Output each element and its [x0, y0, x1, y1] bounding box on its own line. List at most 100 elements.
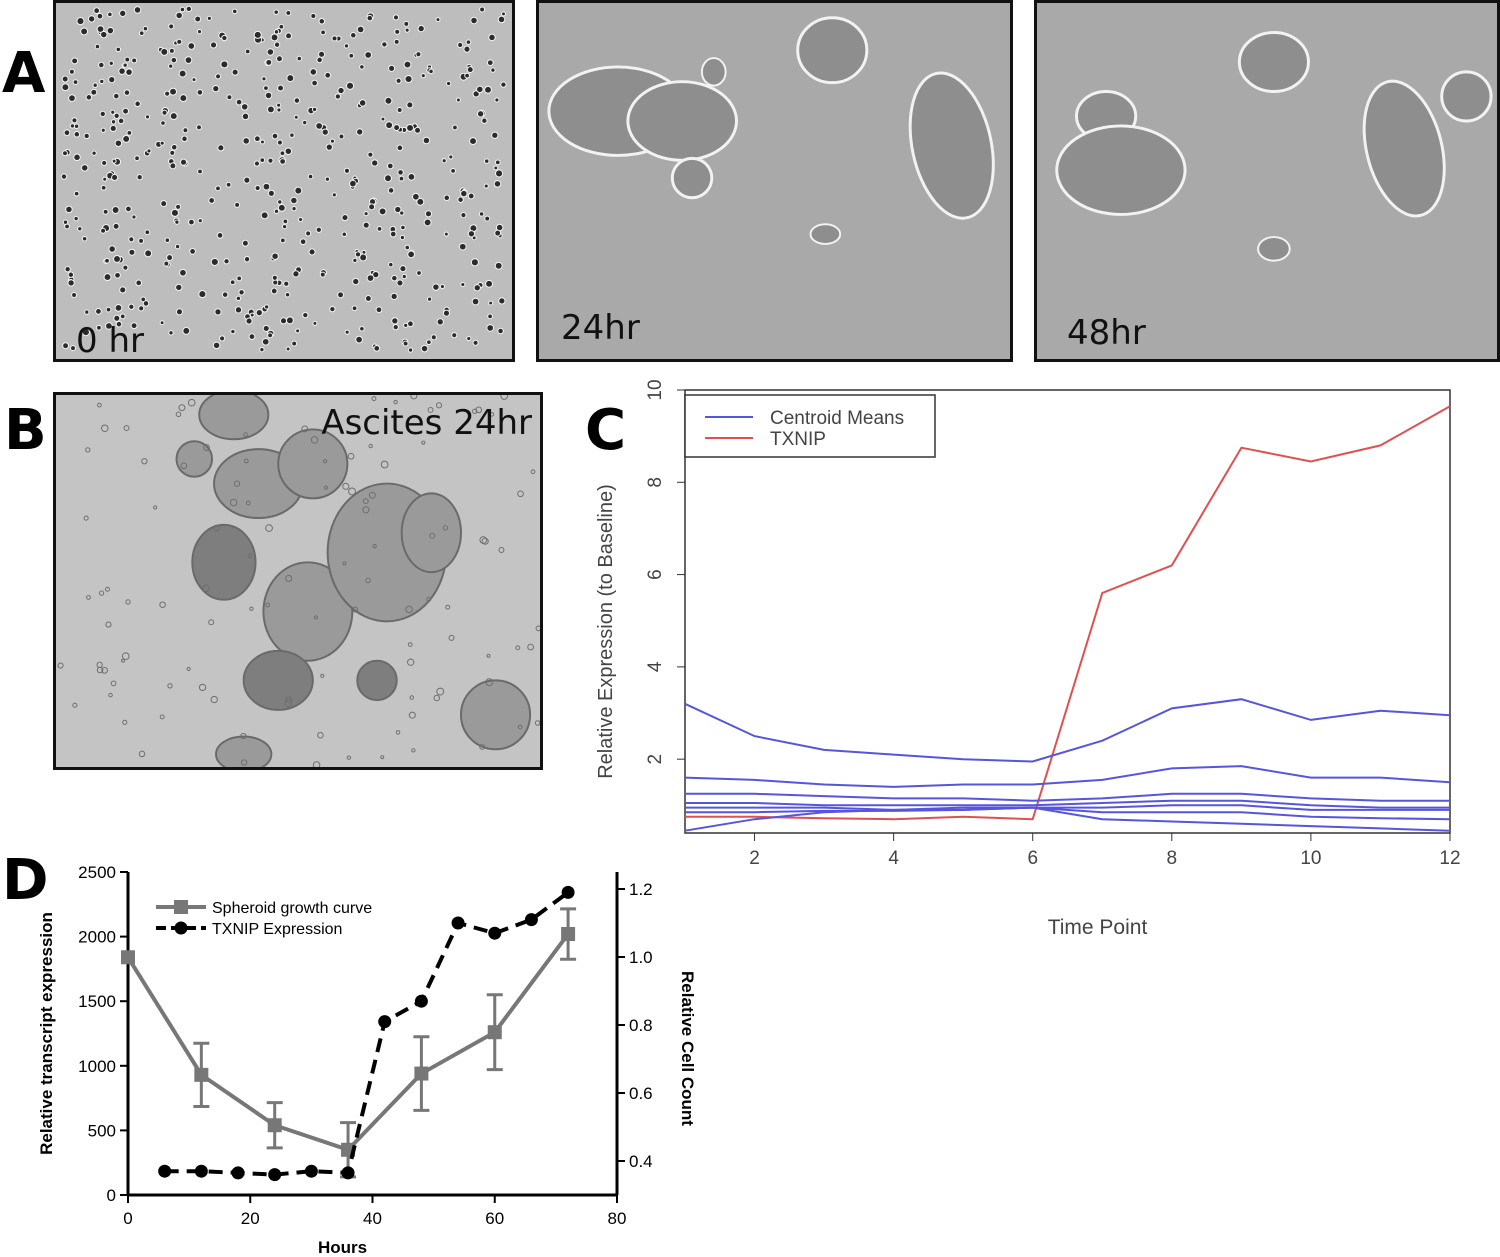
cell-dot [134, 100, 141, 108]
cell-dot [100, 30, 108, 39]
cell-dot [443, 231, 449, 237]
cell-dot [61, 75, 69, 83]
cell-dot [367, 151, 374, 158]
cell-dot [285, 346, 291, 352]
cell-dot [179, 94, 188, 103]
cell-dot [487, 313, 493, 320]
cell-dot [493, 165, 499, 171]
cell-dot [72, 79, 79, 85]
cell-dot [242, 137, 250, 145]
cell-dot [404, 27, 410, 33]
floating-cell [245, 500, 251, 506]
cell-dot [231, 68, 239, 76]
cell-dot [479, 6, 486, 13]
cell-dot [373, 345, 381, 352]
floating-cell [98, 590, 105, 596]
x-tick-label-d: 60 [485, 1209, 504, 1228]
cell-dot [142, 25, 149, 32]
floating-cell [323, 459, 328, 464]
cell-dot [494, 261, 503, 270]
cell-dot [100, 227, 107, 234]
cell-dot [93, 7, 101, 15]
cell-dot [443, 194, 451, 202]
floating-cell [429, 532, 436, 539]
panel-letter-d: D [2, 848, 49, 913]
micrograph-label-ascites: Ascites 24hr [321, 403, 532, 443]
cell-dot [343, 167, 351, 174]
floating-cell [123, 425, 130, 432]
cell-dot [260, 211, 269, 220]
centroid-mean-line [685, 792, 1450, 802]
cell-dot [118, 67, 126, 75]
cell-dot [169, 112, 178, 121]
cell-dot [378, 207, 387, 216]
floating-cell [407, 642, 413, 647]
cell-dot [298, 216, 304, 223]
cell-dot [286, 74, 295, 83]
floating-cell [535, 625, 540, 632]
cell-dot [271, 132, 279, 140]
cell-dot [276, 102, 282, 108]
cell-dot [407, 347, 414, 353]
cell-dot [179, 158, 188, 166]
cell-dot [119, 313, 126, 320]
txnip-expression-marker [561, 885, 575, 899]
cell-dot [68, 68, 75, 75]
cell-dot [235, 98, 243, 106]
cell-dot [324, 71, 332, 79]
cell-dot [125, 205, 132, 213]
floating-cell [362, 506, 370, 514]
cell-dot [457, 41, 464, 49]
x-tick-label-c: 6 [1027, 848, 1038, 869]
txnip-expression-marker [378, 1015, 392, 1029]
cell-dot [472, 339, 479, 346]
cell-dot [77, 226, 83, 232]
cell-dot [84, 309, 90, 315]
panel-letter-a: A [2, 41, 46, 106]
right-tick-label-d: 0.6 [629, 1084, 653, 1103]
cell-dot [372, 270, 380, 279]
cell-dot [420, 344, 429, 353]
cell-dot [473, 284, 481, 292]
cell-dot [261, 76, 267, 82]
micrograph-label-24hr: 24hr [561, 308, 640, 348]
growth-curve-marker [561, 927, 576, 942]
cell-dot [329, 138, 336, 144]
cell-dot [229, 279, 236, 286]
cell-dot [115, 320, 123, 328]
cell-dot [293, 97, 301, 104]
cell-dot [236, 275, 243, 282]
cell-dot [60, 173, 68, 180]
cell-dot [108, 245, 116, 253]
micrograph-24hr: 24hr [536, 0, 1013, 362]
x-tick-label-c: 2 [749, 848, 760, 869]
cell-dot [102, 208, 109, 215]
cell-dot [119, 286, 127, 294]
floating-cell [380, 755, 385, 760]
cell-dot [341, 231, 348, 238]
cell-dot [460, 189, 468, 198]
cell-dot [393, 124, 401, 132]
cell-dot [96, 324, 102, 331]
cell-dot [159, 320, 165, 326]
floating-cell [210, 695, 218, 704]
cell-dot [102, 176, 108, 182]
cell-dot [62, 150, 68, 157]
left-tick-label-d: 0 [107, 1186, 116, 1205]
cell-dot [466, 66, 474, 74]
cell-dot [182, 127, 189, 134]
cell-dot [404, 74, 413, 84]
cell-dot [466, 335, 472, 342]
cell-dot [230, 328, 236, 335]
cell-dot [359, 253, 368, 262]
cell-dot [87, 15, 96, 23]
floating-cell [479, 536, 488, 544]
cell-dot [311, 79, 318, 87]
cell-dot [107, 11, 113, 18]
txnip-expression-marker [488, 926, 502, 940]
cell-dot [80, 164, 89, 172]
cell-dot [355, 335, 363, 344]
cell-dot [144, 114, 151, 120]
centroid-mean-line [684, 698, 1451, 763]
cell-dot [166, 254, 174, 262]
